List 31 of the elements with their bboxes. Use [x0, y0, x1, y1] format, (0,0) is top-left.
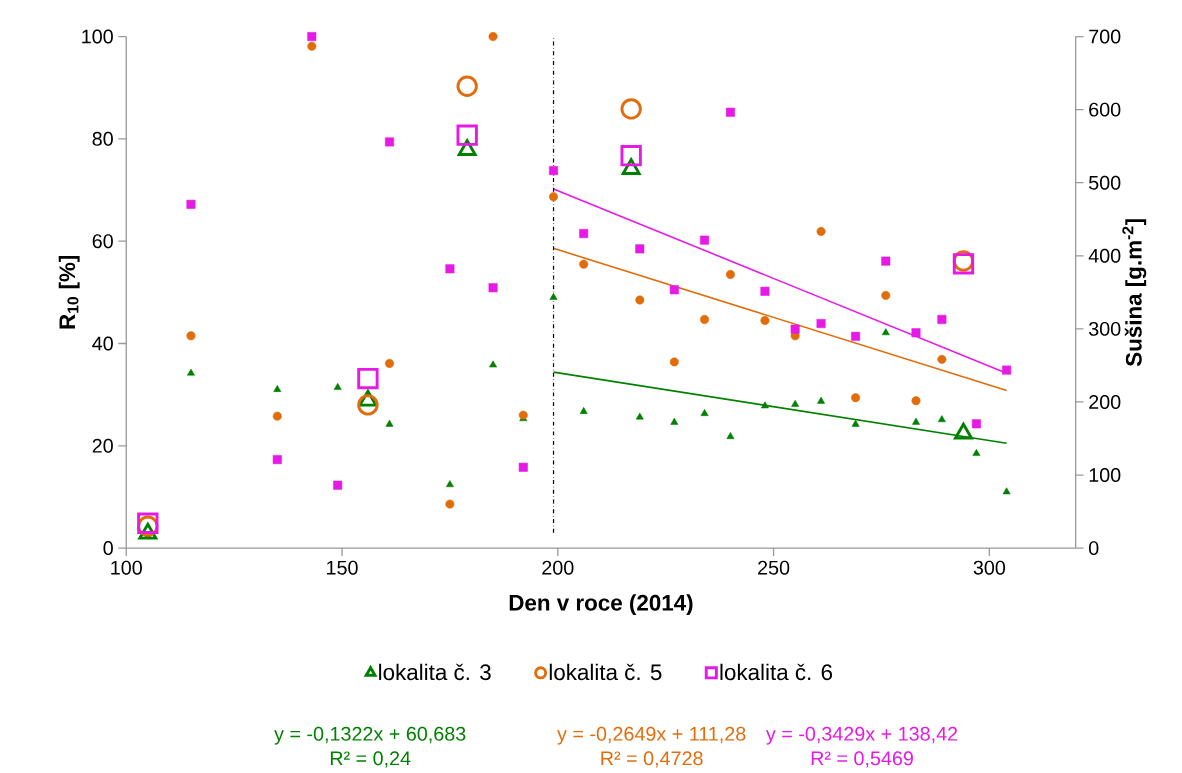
legend-label: lokalita č. 3 — [379, 663, 491, 681]
y2-tick-label: 100 — [1089, 467, 1121, 482]
y2-tick-label: 0 — [1088, 540, 1099, 555]
y2-tick-label: 700 — [1089, 29, 1121, 44]
text: y = -0,3429x + 138,42 — [765, 726, 958, 745]
x-tick-label: 250 — [758, 560, 790, 575]
text: R² = 0,24 — [330, 751, 411, 768]
y-tick-label: 60 — [92, 234, 113, 249]
y-axis-title: R$_{10}$ [%] — [58, 255, 80, 329]
y-tick-label: 80 — [92, 131, 113, 146]
y2-tick-label: 300 — [1088, 321, 1121, 336]
y2-tick-label: 500 — [1089, 175, 1121, 190]
y-tick-label: 40 — [92, 336, 113, 351]
text: y = -0,1322x + 60,683 — [274, 726, 466, 745]
y-tick-label: 0 — [103, 540, 113, 555]
x-axis-title: Den v roce (2014) — [509, 594, 693, 615]
y2-axis-title: Sušina [g.m$^{-2}$] — [1122, 219, 1147, 367]
text: R² = 0,4728 — [601, 751, 703, 768]
y2-tick-label: 600 — [1089, 102, 1121, 117]
y2-tick-label: 400 — [1088, 248, 1121, 263]
legend-label: lokalita č. 6 — [720, 663, 833, 681]
x-tick-label: 300 — [973, 560, 1006, 575]
y2-tick-label: 200 — [1089, 394, 1121, 409]
x-tick-label: 100 — [111, 560, 142, 575]
text: R² = 0,5469 — [811, 751, 913, 768]
text: y = -0,2649x + 111,28 — [557, 726, 746, 745]
x-tick-label: 150 — [327, 560, 358, 575]
x-tick-label: 200 — [542, 560, 574, 575]
y-tick-label: 20 — [92, 438, 113, 453]
y-tick-label: 100 — [82, 29, 113, 44]
legend-label: lokalita č. 5 — [549, 663, 662, 681]
